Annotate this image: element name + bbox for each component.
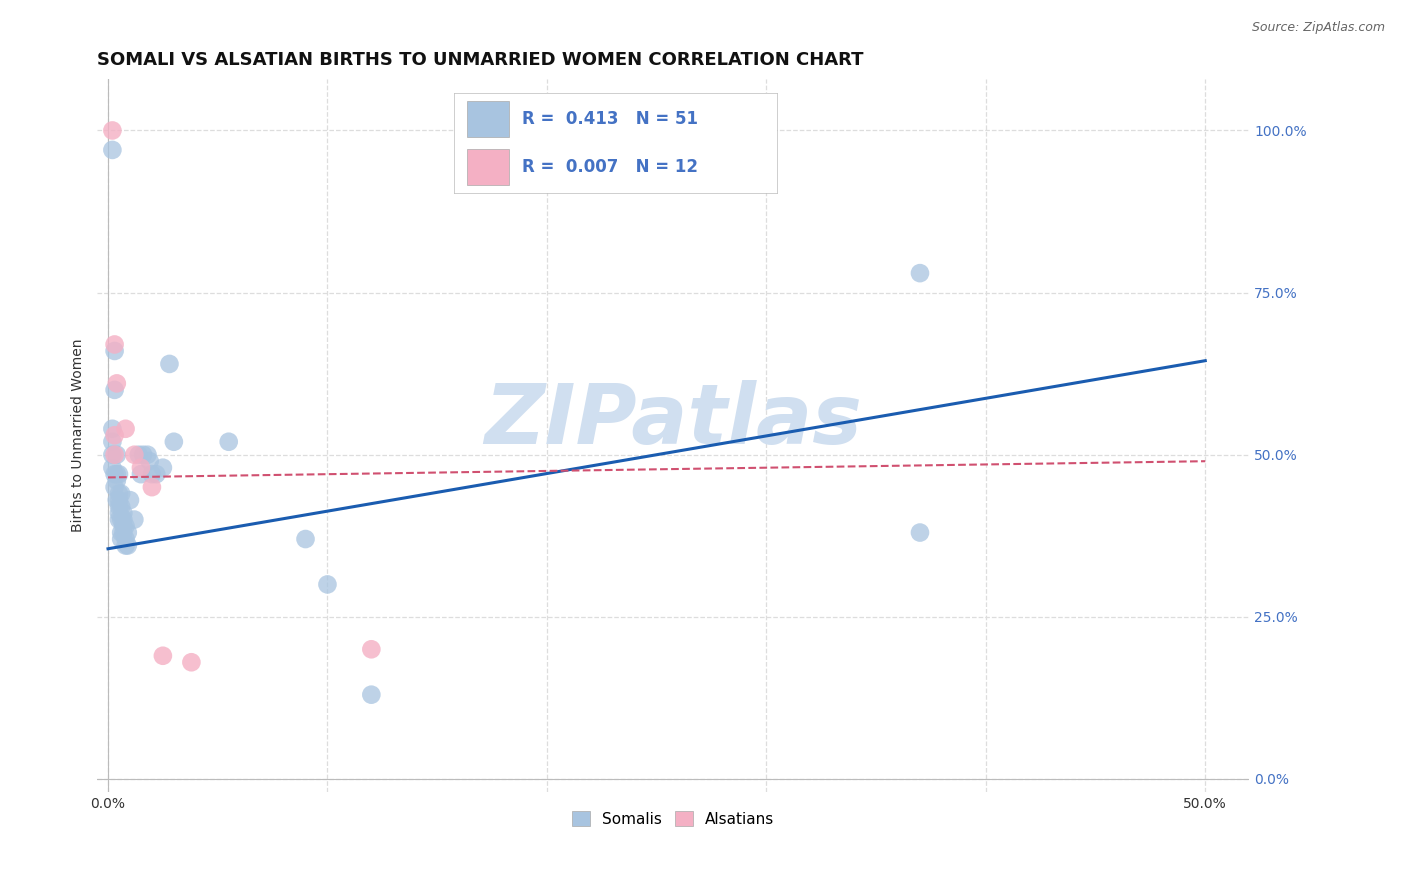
Y-axis label: Births to Unmarried Women: Births to Unmarried Women bbox=[72, 339, 86, 532]
Point bbox=[101, 123, 124, 137]
Point bbox=[360, 688, 382, 702]
Point bbox=[360, 642, 382, 657]
Point bbox=[118, 493, 141, 508]
Point bbox=[114, 422, 136, 436]
Point bbox=[110, 525, 132, 540]
Point bbox=[104, 343, 127, 358]
Point bbox=[105, 448, 128, 462]
Point bbox=[124, 512, 146, 526]
Point bbox=[104, 448, 127, 462]
Point bbox=[110, 512, 132, 526]
Text: ZIPatlas: ZIPatlas bbox=[484, 381, 862, 461]
Point bbox=[101, 422, 124, 436]
Point bbox=[129, 460, 152, 475]
Point bbox=[159, 357, 181, 371]
Point bbox=[112, 525, 135, 540]
Point bbox=[141, 480, 163, 494]
Point bbox=[105, 493, 128, 508]
Text: Source: ZipAtlas.com: Source: ZipAtlas.com bbox=[1251, 21, 1385, 34]
Point bbox=[108, 500, 131, 514]
Point bbox=[101, 434, 124, 449]
Point bbox=[145, 467, 167, 482]
Point bbox=[104, 480, 127, 494]
Point bbox=[218, 434, 240, 449]
Point bbox=[108, 486, 131, 500]
Point bbox=[105, 376, 128, 391]
Point bbox=[105, 474, 128, 488]
Point bbox=[316, 577, 339, 591]
Point bbox=[110, 532, 132, 546]
Point bbox=[112, 512, 135, 526]
Point bbox=[101, 448, 124, 462]
Point bbox=[180, 655, 202, 669]
Point bbox=[152, 460, 174, 475]
Point bbox=[101, 143, 124, 157]
Point bbox=[124, 448, 146, 462]
Point bbox=[163, 434, 186, 449]
Legend: Somalis, Alsatians: Somalis, Alsatians bbox=[564, 803, 782, 834]
Point bbox=[908, 266, 931, 280]
Point bbox=[108, 506, 131, 520]
Point bbox=[129, 467, 152, 482]
Point bbox=[152, 648, 174, 663]
Point bbox=[114, 539, 136, 553]
Point bbox=[138, 454, 160, 468]
Text: SOMALI VS ALSATIAN BIRTHS TO UNMARRIED WOMEN CORRELATION CHART: SOMALI VS ALSATIAN BIRTHS TO UNMARRIED W… bbox=[97, 51, 863, 69]
Point bbox=[104, 428, 127, 442]
Point bbox=[114, 532, 136, 546]
Point bbox=[110, 486, 132, 500]
Point bbox=[128, 448, 150, 462]
Point bbox=[117, 539, 139, 553]
Point bbox=[108, 512, 131, 526]
Point bbox=[104, 337, 127, 351]
Point bbox=[101, 460, 124, 475]
Point bbox=[117, 525, 139, 540]
Point bbox=[141, 467, 163, 482]
Point bbox=[132, 448, 155, 462]
Point bbox=[104, 467, 127, 482]
Point bbox=[136, 448, 159, 462]
Point bbox=[112, 519, 135, 533]
Point bbox=[108, 493, 131, 508]
Point bbox=[908, 525, 931, 540]
Point bbox=[104, 383, 127, 397]
Point bbox=[108, 467, 131, 482]
Point bbox=[114, 519, 136, 533]
Point bbox=[110, 500, 132, 514]
Point bbox=[105, 467, 128, 482]
Point bbox=[112, 506, 135, 520]
Point bbox=[294, 532, 316, 546]
